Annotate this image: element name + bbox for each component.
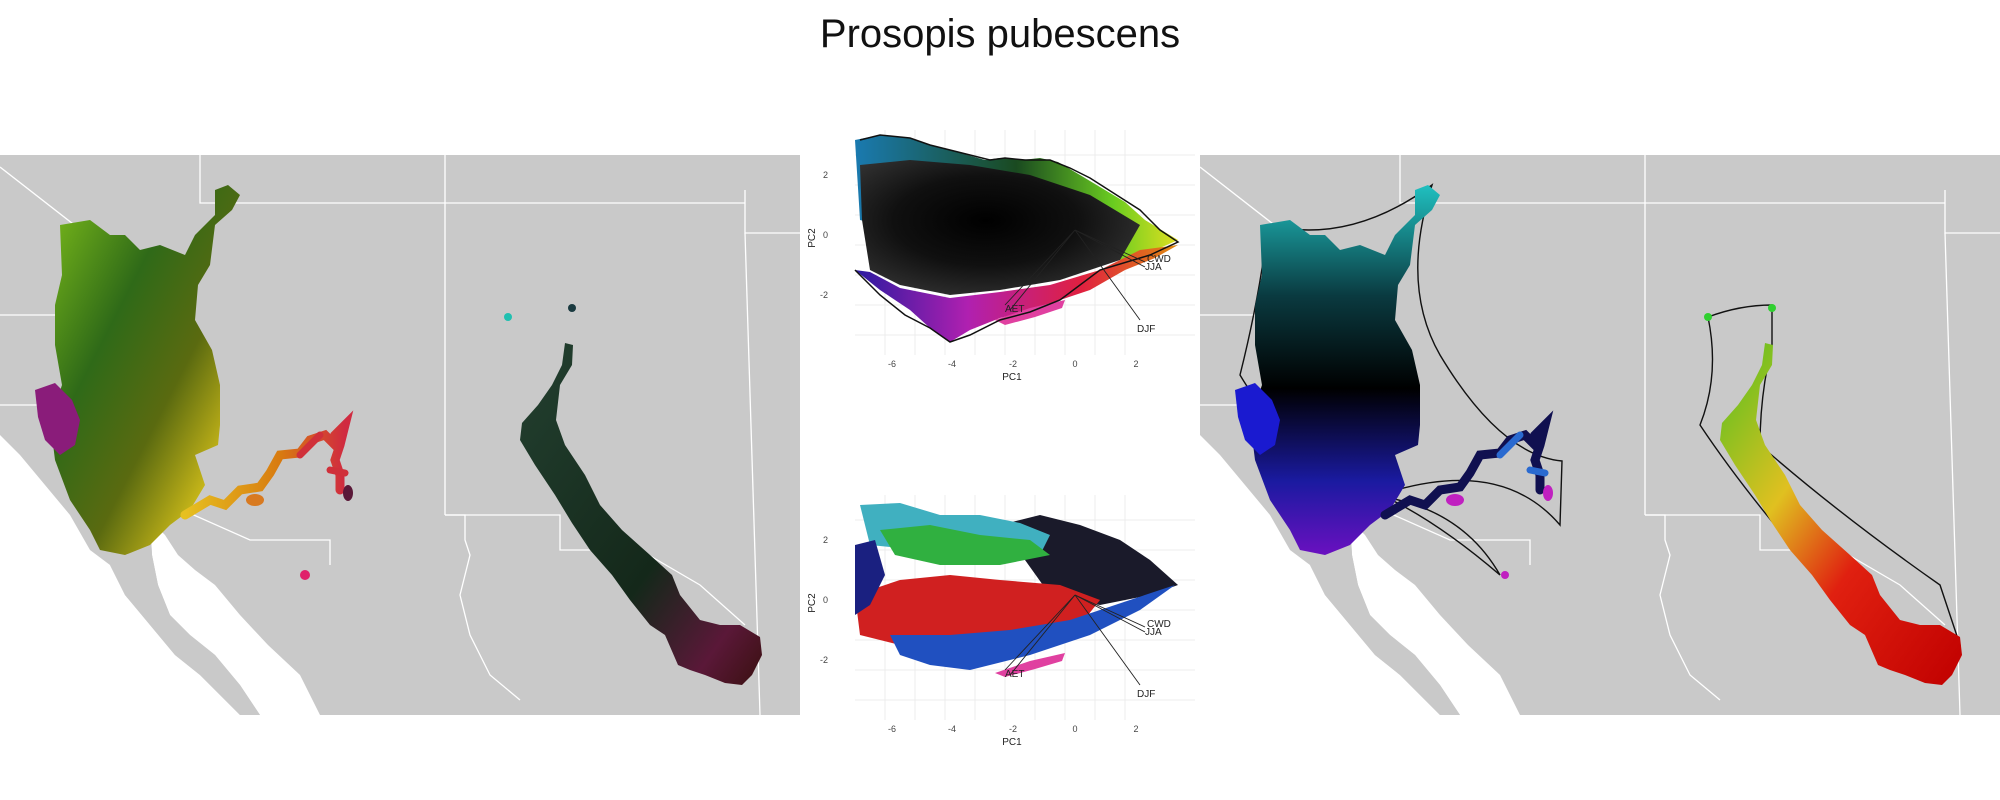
- pca-bottom-ytick-2: 0: [823, 595, 828, 605]
- pca-bottom-cloud-green: [880, 525, 1050, 565]
- right-range-river-tip: [1496, 431, 1549, 477]
- pca-bottom-ytick-3: -2: [820, 655, 828, 665]
- pca-bottom-cloud-blue: [890, 585, 1175, 670]
- baja-peninsula: [1310, 520, 1460, 715]
- pca-bottom-vector-jja: JJA: [1145, 627, 1162, 638]
- left-range-map: [0, 155, 800, 716]
- baja-peninsula: [110, 520, 260, 715]
- pca-top-xtick-2: -4: [948, 359, 956, 369]
- range-patch-1: [246, 494, 264, 506]
- pca-top-ytick-2: 0: [823, 230, 828, 240]
- right-range-river-corridor: [1380, 410, 1554, 520]
- right-range-patch-1: [1446, 494, 1464, 506]
- pca-bottom-vectors: [1004, 594, 1146, 686]
- left-map-svg: [0, 155, 800, 716]
- pca-bottom-ytick-1: 2: [823, 535, 828, 545]
- pca-top-xtick-1: -6: [888, 359, 896, 369]
- pca-top-vectors: [1004, 229, 1146, 321]
- right-range-map: [1199, 155, 2000, 716]
- range-patch-4: [504, 313, 512, 321]
- pca-top-xtick-4: 0: [1072, 359, 1077, 369]
- pca-bottom-xtick-5: 2: [1133, 724, 1138, 734]
- right-range-patch-3: [1501, 571, 1509, 579]
- right-range-east-corridor: [1720, 343, 1962, 685]
- range-river-corridor: [180, 410, 354, 520]
- pca-bottom-ylabel: PC2: [807, 593, 818, 613]
- pca-top-vector-djf: DJF: [1137, 324, 1155, 335]
- range-patch-2: [343, 485, 353, 501]
- pacific-ocean: [1200, 435, 1440, 715]
- pca-top-vector-aet: AET: [1005, 304, 1024, 315]
- right-map-svg: [1199, 155, 2000, 716]
- range-patch-3: [300, 570, 310, 580]
- pca-bottom-xtick-1: -6: [888, 724, 896, 734]
- pca-bottom-cloud-tail: [995, 653, 1065, 677]
- range-west-magenta-patch: [35, 383, 80, 455]
- pca-bottom-vector-djf: DJF: [1137, 689, 1155, 700]
- pca-bottom-xtick-2: -4: [948, 724, 956, 734]
- gulf-of-california: [1350, 520, 1520, 715]
- pca-plot-top: CWD JJA DJF AET -6 -4 -2 0 2 2 0 -2 PC1 …: [800, 120, 1200, 390]
- pca-plot-bottom: CWD JJA DJF AET -6 -4 -2 0 2 2 0 -2 PC1 …: [800, 485, 1200, 755]
- right-range-patch-2: [1543, 485, 1553, 501]
- range-river-east-tip: [296, 431, 349, 477]
- range-patch-5: [568, 304, 576, 312]
- pca-top-xtick-5: 2: [1133, 359, 1138, 369]
- right-range-west-patch: [1235, 383, 1280, 455]
- right-range-west-region: [1250, 185, 1440, 555]
- pca-bottom-vector-cwd: CWD: [1147, 619, 1171, 630]
- pca-bottom-xtick-4: 0: [1072, 724, 1077, 734]
- pca-top-cloud-core: [860, 160, 1140, 295]
- pca-top-vector-cwd: CWD: [1147, 254, 1171, 265]
- pca-top-xtick-3: -2: [1009, 359, 1017, 369]
- pca-bottom-cloud-navy: [855, 540, 885, 615]
- pca-bottom-svg: CWD JJA DJF AET -6 -4 -2 0 2 2 0 -2 PC1 …: [807, 495, 1195, 748]
- pca-bottom-vector-aet: AET: [1005, 669, 1024, 680]
- gulf-of-california: [150, 520, 320, 715]
- pacific-ocean: [0, 435, 240, 715]
- pca-top-cloud-lower: [855, 245, 1178, 342]
- pca-top-ylabel: PC2: [807, 228, 818, 248]
- pca-top-vector-jja: JJA: [1145, 262, 1162, 273]
- pca-top-xlabel: PC1: [1002, 372, 1022, 383]
- range-east-corridor: [520, 343, 762, 685]
- pca-top-svg: CWD JJA DJF AET -6 -4 -2 0 2 2 0 -2 PC1 …: [807, 130, 1195, 383]
- pca-top-ytick-3: -2: [820, 290, 828, 300]
- right-range-patch-4: [1704, 313, 1712, 321]
- pca-top-hull: [854, 134, 1180, 343]
- pca-top-ytick-1: 2: [823, 170, 828, 180]
- pca-bottom-xlabel: PC1: [1002, 737, 1022, 748]
- pca-bottom-xtick-3: -2: [1009, 724, 1017, 734]
- range-west-region: [50, 185, 240, 555]
- figure-title: Prosopis pubescens: [819, 12, 1181, 56]
- right-range-patch-5: [1768, 304, 1776, 312]
